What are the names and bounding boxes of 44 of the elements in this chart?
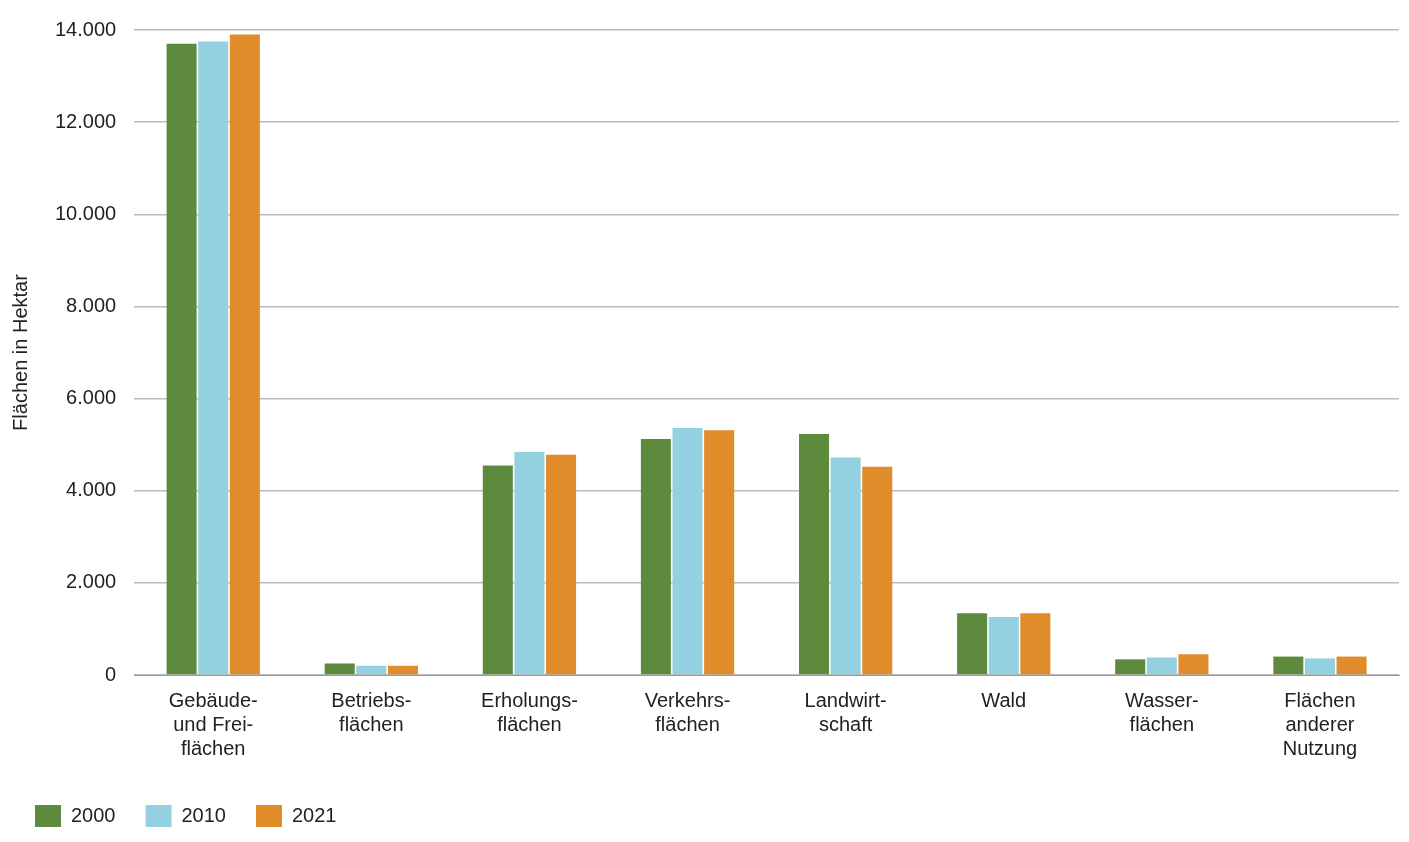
bar [1146,657,1177,675]
x-tick-label: Verkehrs- flächen [644,688,731,735]
y-tick-label: 0 [105,662,117,685]
bar [988,616,1019,675]
x-tick-label: Flächen anderer Nutzung [1282,688,1358,759]
y-tick-label: 10.000 [55,201,117,224]
bar [482,465,513,675]
bar [229,34,260,675]
x-tick-label: Erholungs- flächen [481,688,578,735]
bar [862,466,893,675]
bar [356,665,387,675]
bar [198,41,229,675]
bar [799,434,830,675]
bar [166,43,197,675]
bar [640,439,671,675]
bar [830,457,861,675]
bar [1115,659,1146,675]
bar [957,613,988,675]
bar [324,663,355,675]
legend-label: 2021 [291,803,337,826]
bar [1020,613,1051,675]
y-axis-title: Flächen in Hektar [8,273,31,431]
x-tick-label: Wald [981,688,1027,711]
y-tick-label: 8.000 [66,293,117,316]
bar [1178,654,1209,675]
bar [1273,656,1304,675]
y-tick-label: 4.000 [66,478,117,501]
x-tick-label: Landwirt- schaft [804,688,887,735]
bar [672,428,703,675]
bar [546,454,577,675]
x-tick-label: Gebäude- und Frei- flächen [168,688,258,759]
bar [1336,656,1367,675]
x-tick-label: Betriebs- flächen [331,688,412,735]
legend-label: 2010 [181,803,226,826]
x-tick-label: Wasser- flächen [1124,688,1199,735]
bar [514,452,545,675]
legend-label: 2000 [71,803,116,826]
bar [387,665,418,675]
y-tick-label: 14.000 [55,17,117,40]
y-tick-label: 2.000 [66,570,117,593]
y-tick-label: 12.000 [55,109,117,132]
bar [704,430,735,675]
y-tick-label: 6.000 [66,386,117,409]
bar [1304,658,1335,675]
